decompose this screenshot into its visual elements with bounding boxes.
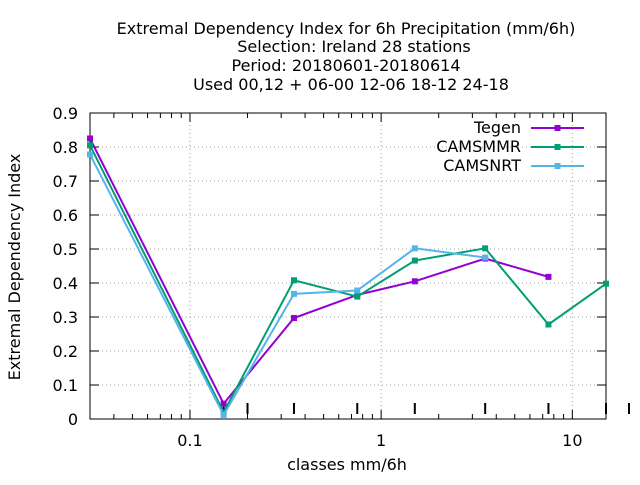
y-tick-label: 0.3 (53, 308, 78, 327)
title-line-2: Selection: Ireland 28 stations (237, 37, 470, 56)
data-point (482, 245, 489, 252)
title-line-4: Used 00,12 + 06-00 12-06 18-12 24-18 (193, 75, 509, 94)
plot-frame (89, 112, 607, 420)
y-axis-label: Extremal Dependency Index (5, 154, 24, 381)
data-point (411, 257, 418, 264)
y-tick-label: 0.1 (53, 376, 78, 395)
data-point (354, 293, 361, 300)
title-line-3: Period: 20180601-20180614 (231, 56, 460, 75)
x-axis-label: classes mm/6h (287, 455, 407, 474)
data-point (482, 254, 489, 261)
data-point (220, 400, 227, 407)
data-point (290, 315, 297, 322)
data-point (545, 273, 552, 280)
x-tick-label: 0.1 (177, 431, 202, 450)
legend-marker (554, 125, 561, 131)
axes: 0 0.1 0.2 0.3 0.4 0.5 0.6 0.7 0.8 0.9 0.1 1 10 (53, 104, 630, 450)
y-tick-label: 0.9 (53, 104, 78, 123)
y-tick-label: 0.4 (53, 274, 78, 293)
series-line (89, 138, 549, 406)
y-tick-label: 0.6 (53, 206, 78, 225)
plot-series (87, 135, 609, 418)
gridlines (90, 113, 606, 419)
x-tick-label: 10 (562, 431, 582, 450)
legend-label: CAMSNRT (443, 156, 521, 175)
y-tick-label: 0.2 (53, 342, 78, 361)
data-point (603, 280, 609, 287)
data-point (354, 287, 361, 294)
y-tick-label: 0.8 (53, 138, 78, 157)
legend-marker (554, 163, 561, 169)
y-tick-label: 0.7 (53, 172, 78, 191)
y-tick-label: 0 (68, 410, 78, 429)
data-point (220, 411, 227, 418)
series-line (89, 144, 607, 415)
data-point (87, 135, 93, 142)
y-tick-label: 0.5 (53, 240, 78, 259)
chart-title: Extremal Dependency Index for 6h Precipi… (117, 19, 576, 94)
series-line (89, 154, 486, 418)
legend-label: Tegen (473, 118, 521, 137)
data-point (290, 290, 297, 297)
legend-label: CAMSMMR (436, 137, 521, 156)
data-point (87, 142, 93, 149)
data-point (290, 277, 297, 284)
data-point (87, 151, 93, 158)
x-tick-label: 1 (376, 431, 386, 450)
data-point (545, 321, 552, 328)
legend-marker (554, 144, 561, 150)
data-point (411, 278, 418, 285)
title-line-1: Extremal Dependency Index for 6h Precipi… (117, 19, 576, 38)
data-point (411, 245, 418, 252)
